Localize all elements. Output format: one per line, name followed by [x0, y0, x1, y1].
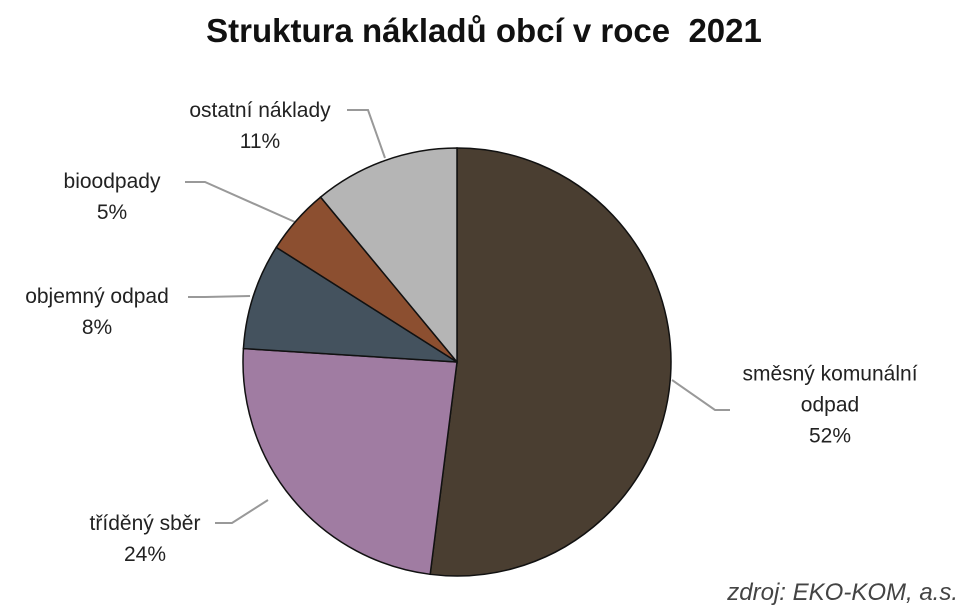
chart-title: Struktura nákladů obcí v roce 2021 [206, 12, 762, 49]
pie-slice [242, 347, 458, 576]
category-label: tříděný sběr [89, 512, 201, 535]
category-label: objemný odpad [25, 285, 169, 308]
leader-line [215, 499, 269, 524]
leader-lines [185, 109, 730, 524]
slice-label: objemný odpad 8% [0, 281, 197, 343]
leader-line [671, 379, 730, 411]
value-label: 8% [81, 316, 113, 339]
slice-label: ostatní náklady 11% [150, 95, 370, 157]
leader-line [347, 109, 386, 159]
category-label: ostatní náklady [189, 99, 331, 122]
value-label: 24% [123, 543, 167, 566]
value-label: 52% [808, 424, 852, 448]
slice-label: směsný komunální odpad 52% [735, 359, 925, 452]
pie-slice [242, 246, 458, 363]
leader-line [185, 181, 296, 223]
category-label: bioodpady [63, 170, 161, 193]
pie-slice [319, 147, 458, 365]
slice-label: bioodpady 5% [12, 166, 212, 228]
pie-slice [429, 147, 672, 577]
slice-label: tříděný sběr 24% [45, 508, 245, 570]
value-label: 11% [239, 130, 281, 153]
source-note: zdroj: EKO-KOM, a.s. [727, 579, 958, 606]
leader-line [188, 295, 251, 298]
category-label: směsný komunální odpad [742, 362, 918, 417]
value-label: 5% [96, 201, 128, 224]
